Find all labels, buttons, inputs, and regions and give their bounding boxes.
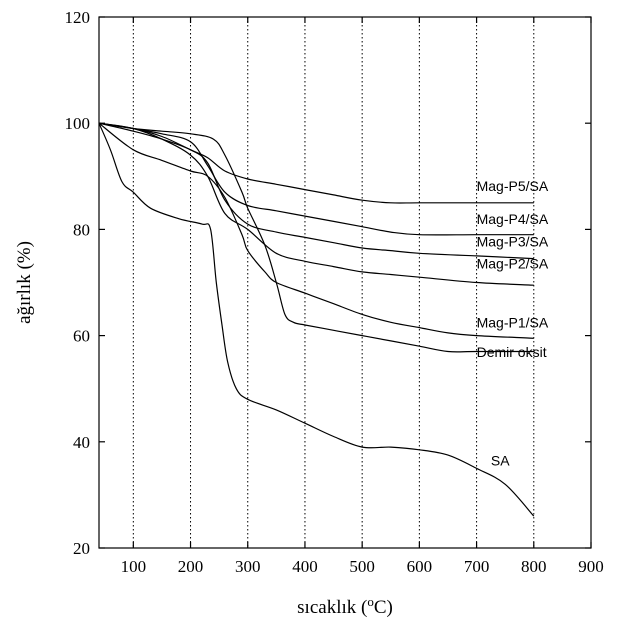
x-axis-label-tail: C)	[374, 597, 393, 618]
series-line-mag-p5-sa	[98, 122, 534, 204]
series-label-mag-p4-sa: Mag-P4/SA	[477, 211, 549, 227]
x-tick-label: 900	[578, 557, 604, 576]
x-axis-label-superscript: o	[367, 594, 374, 609]
y-tick-label: 60	[73, 327, 90, 346]
y-tick-label: 100	[65, 114, 91, 133]
x-tick-label: 600	[407, 557, 433, 576]
series-line-demir-oksit	[98, 122, 534, 353]
x-axis-label: sıcaklık (oC)	[297, 594, 393, 618]
x-axis-label-main: sıcaklık (	[297, 597, 367, 618]
series-line-mag-p2-sa	[98, 122, 534, 286]
x-tick-label: 300	[235, 557, 261, 576]
x-tick-label: 700	[464, 557, 490, 576]
series-line-sa	[98, 122, 535, 517]
y-tick-label: 20	[73, 539, 90, 558]
series-label-mag-p2-sa: Mag-P2/SA	[477, 256, 549, 272]
x-tick-label: 100	[121, 557, 147, 576]
y-tick-label: 80	[73, 220, 90, 239]
series-line-mag-p4-sa	[98, 122, 534, 236]
series-labels: Mag-P5/SA Mag-P4/SA Mag-P3/SA Mag-P2/SA Mag-…	[477, 178, 549, 469]
plot-frame	[98, 16, 592, 549]
series-label-mag-p3-sa: Mag-P3/SA	[477, 233, 549, 249]
series-line-mag-p3-sa	[98, 122, 534, 260]
series-line-mag-p1-sa	[98, 122, 534, 339]
axis-ticks: 100 200 300 400 500 600 700 800 900 20 40 60 80 100 12…	[65, 8, 604, 576]
series-label-sa: SA	[491, 453, 510, 469]
y-tick-label: 120	[65, 8, 91, 27]
x-tick-label: 200	[178, 557, 204, 576]
y-tick-label: 40	[73, 433, 90, 452]
series-label-mag-p5-sa: Mag-P5/SA	[477, 178, 549, 194]
x-tick-label: 500	[349, 557, 375, 576]
series-lines	[98, 122, 535, 517]
x-tick-label: 800	[521, 557, 547, 576]
y-axis-label: ağırlık (%)	[14, 241, 35, 324]
series-label-demir-oksit: Demir oksit	[477, 344, 547, 360]
x-tick-label: 400	[292, 557, 318, 576]
series-label-mag-p1-sa: Mag-P1/SA	[477, 315, 549, 331]
